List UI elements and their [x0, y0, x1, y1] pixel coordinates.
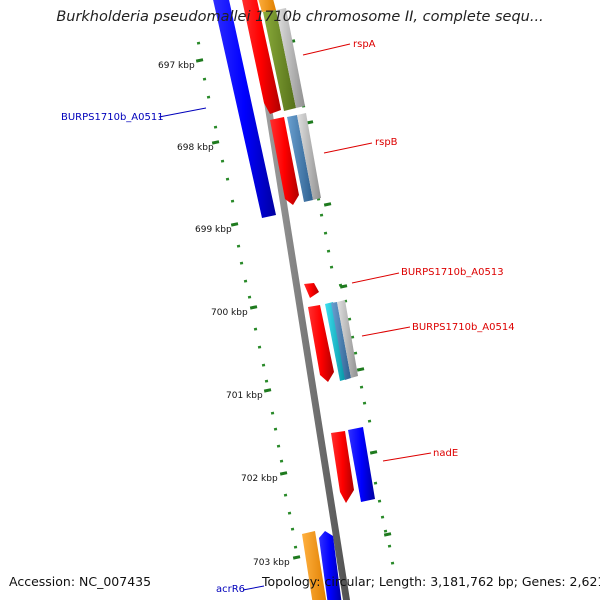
topology-info-text: Topology: circular; Length: 3,181,762 bp…	[262, 574, 600, 589]
gene-label-BURPS1710b_A0511[interactable]: BURPS1710b_A0511	[61, 112, 164, 123]
genome-backbone	[247, 0, 350, 600]
gene-rspB[interactable]	[270, 117, 299, 205]
tick-label-701: 701 kbp	[226, 391, 263, 401]
gene-label-rspB[interactable]: rspB	[375, 137, 398, 148]
feature-cyan-A0514[interactable]	[325, 302, 347, 381]
gene-label-BURPS1710b_A0513[interactable]: BURPS1710b_A0513	[401, 267, 504, 278]
feature-gray-rspB[interactable]	[297, 113, 321, 200]
label-leaders	[158, 43, 432, 591]
map-title: Burkholderia pseudomallei 1710b chromoso…	[56, 9, 544, 25]
tick-label-697: 697 kbp	[158, 61, 195, 71]
gc-skew-left	[196, 41, 298, 549]
gene-acrR6[interactable]	[319, 531, 342, 600]
gene-label-nadE[interactable]: nadE	[433, 448, 458, 459]
gene-rspA[interactable]	[241, 0, 281, 114]
feature-gray-rspA[interactable]	[276, 8, 305, 108]
feature-olive-rspA[interactable]	[263, 10, 296, 111]
gene-orange-bottom[interactable]	[302, 531, 327, 600]
gene-orange-top[interactable]	[257, 0, 276, 12]
gene-label-BURPS1710b_A0514[interactable]: BURPS1710b_A0514	[412, 322, 515, 333]
feature-steel-rspB[interactable]	[287, 115, 313, 202]
gene-BURPS1710b_A0511[interactable]	[212, 0, 276, 218]
ruler-ticks-left	[195, 58, 301, 560]
tick-label-699: 699 kbp	[195, 225, 232, 235]
gene-BURPS1710b_A0513[interactable]	[304, 283, 319, 298]
gene-BURPS1710b_A0514[interactable]	[308, 305, 334, 382]
feature-gray-A0514[interactable]	[337, 300, 358, 378]
tick-label-702: 702 kbp	[241, 474, 278, 484]
accession-text: Accession: NC_007435	[9, 574, 152, 589]
tick-label-698: 698 kbp	[177, 143, 214, 153]
feature-steel-A0514[interactable]	[331, 302, 351, 380]
gene-label-acrR6[interactable]: acrR6	[216, 584, 245, 595]
tick-label-700: 700 kbp	[211, 308, 248, 318]
gene-blue-nadE[interactable]	[348, 427, 375, 502]
gc-skew-right	[301, 104, 395, 565]
gene-nadE[interactable]	[331, 431, 354, 503]
gene-label-rspA[interactable]: rspA	[353, 39, 376, 50]
tick-label-703: 703 kbp	[253, 558, 290, 568]
